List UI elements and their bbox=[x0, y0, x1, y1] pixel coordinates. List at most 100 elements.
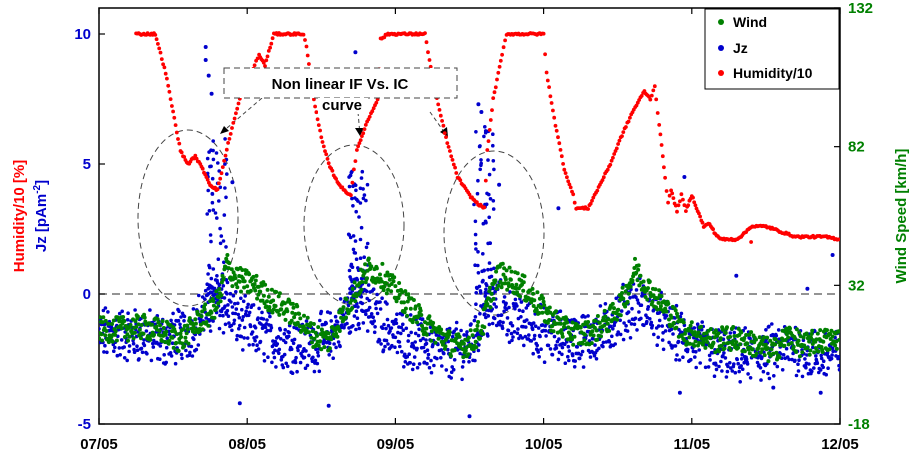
jz-spike-point bbox=[489, 267, 493, 272]
jz-point bbox=[427, 365, 432, 370]
jz-point bbox=[379, 342, 383, 346]
jz-point bbox=[661, 347, 666, 352]
humidity-point bbox=[559, 154, 564, 159]
jz-point bbox=[247, 343, 251, 347]
legend-label-jz: Jz bbox=[733, 40, 748, 56]
jz-spike-point bbox=[348, 275, 352, 279]
jz-point bbox=[357, 321, 361, 326]
jz-point bbox=[282, 332, 287, 336]
jz-point bbox=[287, 330, 292, 335]
jz-spike-point bbox=[364, 198, 368, 203]
humidity-point bbox=[217, 181, 221, 186]
legend-marker-jz bbox=[718, 45, 724, 51]
jz-point bbox=[743, 326, 747, 330]
jz-spike-point bbox=[213, 278, 218, 282]
jz-point bbox=[496, 313, 501, 318]
jz-point bbox=[577, 356, 582, 361]
humidity-point bbox=[491, 96, 496, 100]
wind-point bbox=[106, 321, 111, 326]
wind-point bbox=[185, 327, 190, 332]
wind-point bbox=[547, 318, 552, 322]
wind-point bbox=[225, 253, 230, 257]
jz-point bbox=[283, 328, 288, 332]
jz-point bbox=[378, 300, 382, 304]
jz-spike-point bbox=[217, 169, 221, 173]
jz-point bbox=[247, 310, 252, 315]
jz-spike-point bbox=[491, 286, 496, 291]
jz-point bbox=[446, 347, 450, 352]
jz-spike-point bbox=[477, 144, 482, 149]
wind-point bbox=[186, 341, 191, 346]
humidity-point bbox=[316, 123, 321, 127]
jz-point bbox=[352, 314, 357, 318]
jz-point bbox=[628, 336, 633, 340]
jz-spike-point bbox=[479, 161, 484, 166]
jz-point bbox=[513, 306, 517, 311]
wind-point bbox=[239, 289, 243, 294]
jz-point bbox=[650, 323, 655, 328]
jz-point bbox=[223, 322, 228, 327]
wind-point bbox=[247, 272, 252, 277]
wind-point bbox=[544, 306, 549, 311]
wind-point bbox=[572, 334, 577, 339]
humidity-point bbox=[356, 144, 360, 149]
wind-point bbox=[464, 345, 469, 350]
humidity-point bbox=[226, 141, 231, 145]
humidity-point bbox=[639, 94, 644, 98]
jz-point bbox=[505, 332, 509, 337]
jz-point bbox=[228, 291, 233, 296]
jz-point bbox=[694, 350, 698, 354]
wind-point bbox=[385, 270, 390, 275]
jz-point bbox=[563, 361, 568, 366]
jz-point bbox=[336, 340, 341, 344]
jz-point bbox=[408, 361, 413, 365]
wind-point bbox=[681, 320, 686, 325]
wind-point bbox=[283, 317, 288, 322]
jz-point bbox=[393, 345, 397, 350]
jz-point bbox=[557, 350, 562, 355]
jz-point bbox=[115, 353, 120, 358]
wind-point bbox=[774, 350, 779, 355]
wind-point bbox=[637, 283, 642, 288]
jz-point bbox=[367, 298, 372, 303]
x-axis: 07/05 08/05 09/05 10/05 11/05 12/05 bbox=[80, 8, 859, 453]
humidity-point bbox=[565, 175, 569, 180]
jz-point bbox=[757, 363, 761, 367]
wind-point bbox=[711, 340, 716, 345]
jz-point bbox=[133, 308, 137, 312]
jz-point bbox=[316, 350, 320, 355]
jz-point bbox=[515, 331, 520, 336]
wind-point bbox=[602, 323, 607, 328]
wind-point bbox=[722, 346, 727, 351]
wind-point bbox=[687, 341, 692, 346]
humidity-point bbox=[467, 192, 472, 197]
wind-point bbox=[760, 347, 765, 352]
wind-point bbox=[827, 347, 832, 352]
jz-point bbox=[139, 346, 144, 351]
jz-spike-point bbox=[223, 162, 227, 166]
wind-point bbox=[792, 336, 797, 341]
jz-point bbox=[812, 366, 816, 370]
wind-point bbox=[104, 329, 109, 333]
wind-point bbox=[828, 332, 833, 336]
wind-point bbox=[620, 291, 624, 295]
annotation-arrow-1 bbox=[219, 97, 263, 135]
jz-point bbox=[521, 309, 525, 314]
jz-point bbox=[304, 319, 309, 323]
jz-point bbox=[231, 293, 236, 298]
wind-point bbox=[736, 345, 741, 350]
jz-spike-point bbox=[221, 239, 226, 243]
wind-point bbox=[558, 321, 563, 326]
humidity-point bbox=[626, 119, 631, 124]
humidity-point bbox=[154, 37, 159, 42]
wind-point bbox=[127, 334, 132, 339]
jz-point bbox=[674, 303, 679, 308]
wind-point bbox=[302, 313, 306, 318]
humidity-point bbox=[450, 158, 455, 162]
wind-point bbox=[374, 266, 379, 271]
jz-point bbox=[502, 295, 507, 299]
wind-point bbox=[636, 263, 641, 268]
wind-point bbox=[663, 306, 668, 311]
jz-point bbox=[829, 356, 834, 361]
jz-point bbox=[469, 322, 473, 326]
